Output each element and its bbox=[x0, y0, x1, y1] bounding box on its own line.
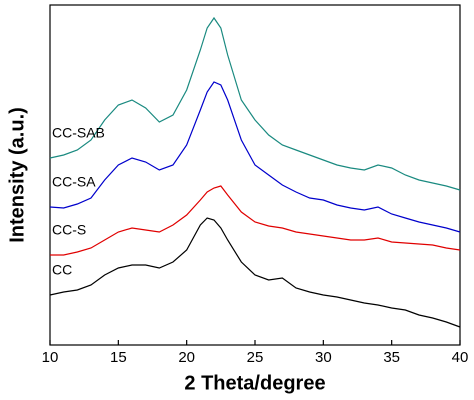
series-line bbox=[49, 16, 461, 191]
x-tick-label: 35 bbox=[383, 349, 400, 366]
x-tick-label: 20 bbox=[178, 349, 195, 366]
x-tick-label: 10 bbox=[42, 349, 59, 366]
x-tick-label: 40 bbox=[452, 349, 469, 366]
series-label: CC bbox=[52, 262, 72, 278]
series-line bbox=[49, 217, 461, 328]
series-label: CC-SAB bbox=[52, 125, 105, 141]
series-label: CC-SA bbox=[52, 174, 96, 190]
y-axis-title: Intensity (a.u.) bbox=[6, 107, 28, 243]
x-tick-label: 25 bbox=[247, 349, 264, 366]
x-axis-title: 2 Theta/degree bbox=[184, 372, 325, 394]
plot-frame bbox=[49, 4, 461, 346]
x-tick-label: 15 bbox=[110, 349, 127, 366]
series-line bbox=[50, 185, 461, 256]
series-line bbox=[49, 81, 461, 233]
series-label: CC-S bbox=[52, 222, 86, 238]
x-tick-label: 30 bbox=[315, 349, 332, 366]
